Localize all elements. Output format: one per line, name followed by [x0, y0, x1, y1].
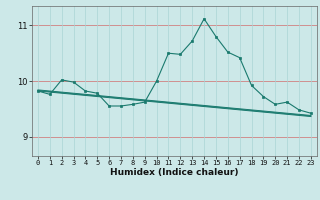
X-axis label: Humidex (Indice chaleur): Humidex (Indice chaleur): [110, 168, 239, 177]
